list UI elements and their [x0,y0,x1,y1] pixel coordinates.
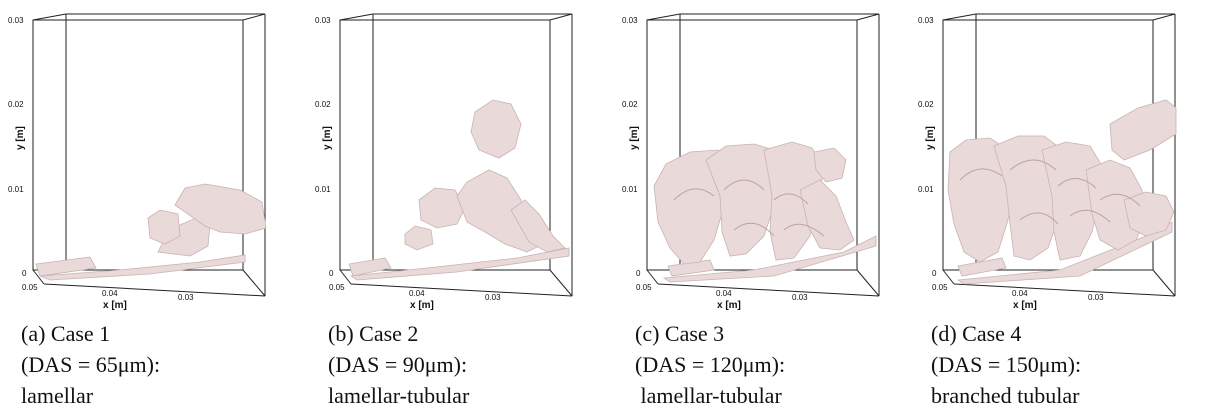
x-axis-label: x [m] [103,300,127,311]
figure-case-1: 0.03 0.02 0.01 0 0.05 0.04 0.03 y [m] x … [8,13,267,311]
panel-c: 0.03 0.02 0.01 0 0.05 0.04 0.03 y [m] x … [614,0,917,412]
surface-shading [959,159,1141,225]
y-axis-label: y [m] [629,126,640,150]
y-tick-3: 0 [636,269,641,278]
y-tick-0: 0.03 [622,16,638,25]
y-axis-label: y [m] [322,126,333,150]
figure-case-3: 0.03 0.02 0.01 0 0.05 0.04 0.03 y [m] x … [622,13,880,311]
figure-case-2: 0.03 0.02 0.01 0 0.05 0.04 0.03 y [m] x … [315,13,573,311]
caption-line-3: lamellar-tubular [635,383,782,408]
x-tick-1: 0.04 [716,289,732,298]
y-tick-3: 0 [329,269,334,278]
panel-d: 0.03 0.02 0.01 0 0.05 0.04 0.03 y [m] x … [910,0,1213,412]
x-tick-0: 0.05 [329,283,345,292]
x-tick-2: 0.03 [178,293,194,302]
x-tick-2: 0.03 [792,293,808,302]
x-tick-0: 0.05 [932,283,948,292]
interface-surface [653,141,877,283]
interface-surface [947,99,1177,285]
caption-line-1: (a) Case 1 [21,321,111,346]
y-tick-0: 0.03 [8,16,24,25]
caption-line-3: branched tubular [931,383,1080,408]
panel-a: 0.03 0.02 0.01 0 0.05 0.04 0.03 y [m] x … [0,0,303,412]
y-tick-2: 0.01 [8,185,24,194]
x-tick-2: 0.03 [1088,293,1104,302]
y-tick-1: 0.02 [315,100,331,109]
x-axis-label: x [m] [1013,300,1037,311]
caption-line-2: (DAS = 65μm): [21,352,161,377]
y-tick-3: 0 [22,269,27,278]
caption-c: (c) Case 3 (DAS = 120μm): lamellar-tubul… [635,318,915,411]
caption-line-3: lamellar [21,383,94,408]
y-tick-2: 0.01 [622,185,638,194]
y-tick-0: 0.03 [918,16,934,25]
caption-line-1: (d) Case 4 [931,321,1022,346]
y-tick-1: 0.02 [918,100,934,109]
caption-a: (a) Case 1 (DAS = 65μm): lamellar [21,318,301,411]
y-axis-label: y [m] [925,126,936,150]
y-tick-1: 0.02 [622,100,638,109]
x-tick-1: 0.04 [102,289,118,298]
caption-line-2: (DAS = 90μm): [328,352,468,377]
x-tick-0: 0.05 [22,283,38,292]
x-tick-2: 0.03 [485,293,501,302]
x-axis-label: x [m] [410,300,434,311]
panel-b: 0.03 0.02 0.01 0 0.05 0.04 0.03 y [m] x … [307,0,610,412]
caption-b: (b) Case 2 (DAS = 90μm): lamellar-tubula… [328,318,608,411]
caption-line-1: (b) Case 2 [328,321,419,346]
y-tick-2: 0.01 [315,185,331,194]
y-tick-1: 0.02 [8,100,24,109]
caption-line-2: (DAS = 150μm): [931,352,1082,377]
figure-case-4: 0.03 0.02 0.01 0 0.05 0.04 0.03 y [m] x … [918,13,1177,311]
y-tick-3: 0 [932,269,937,278]
interface-surface [348,99,570,281]
caption-line-3: lamellar-tubular [328,383,470,408]
y-tick-2: 0.01 [918,185,934,194]
surface-shading [673,179,825,237]
interface-surface [35,183,267,281]
bounding-box [32,13,266,297]
bounding-box [339,13,573,297]
x-tick-1: 0.04 [1012,289,1028,298]
x-axis-label: x [m] [717,300,741,311]
caption-d: (d) Case 4 (DAS = 150μm): branched tubul… [931,318,1211,411]
y-axis-label: y [m] [15,126,26,150]
y-tick-0: 0.03 [315,16,331,25]
bounding-box [646,13,880,297]
x-tick-1: 0.04 [409,289,425,298]
caption-line-1: (c) Case 3 [635,321,725,346]
caption-line-2: (DAS = 120μm): [635,352,786,377]
x-tick-0: 0.05 [636,283,652,292]
